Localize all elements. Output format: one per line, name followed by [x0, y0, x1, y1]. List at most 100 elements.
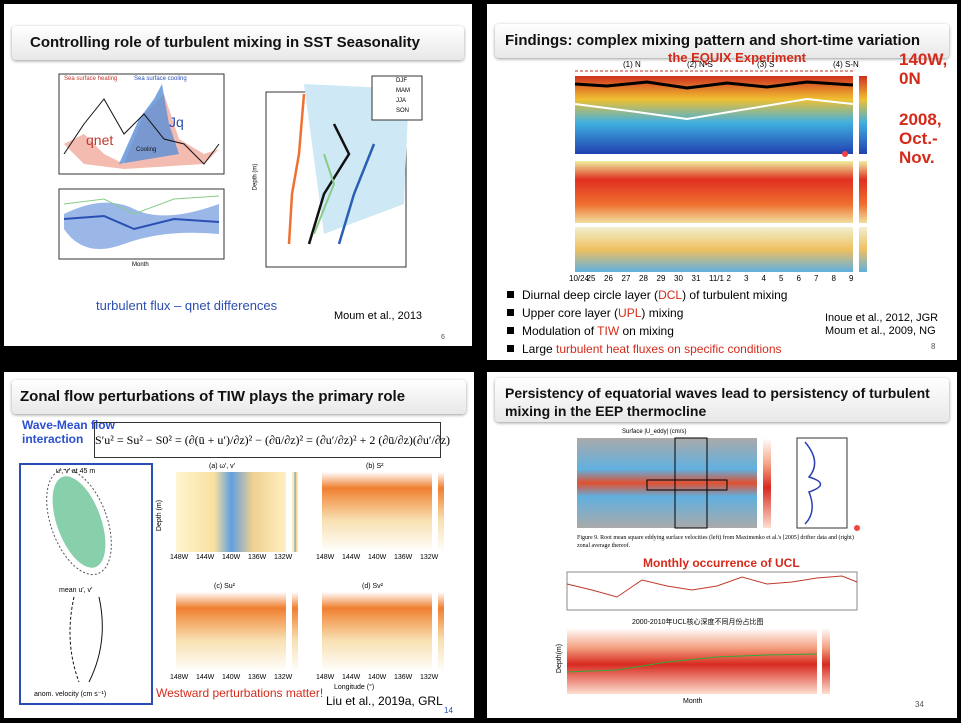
- line: [337, 143, 376, 245]
- tick-label: 11/1: [709, 274, 724, 283]
- text: on mixing: [619, 324, 674, 338]
- figure: [58, 73, 423, 268]
- legend-label: JJA: [396, 98, 407, 104]
- title-bar: [495, 24, 949, 58]
- panel: [575, 227, 853, 272]
- label: qnet: [86, 132, 114, 148]
- line: [574, 80, 854, 90]
- panel: [322, 592, 432, 672]
- panel: [176, 592, 286, 672]
- text: DCL: [658, 288, 683, 302]
- text: UPL: [618, 306, 642, 320]
- subtitle: the EQUIX Experiment: [668, 50, 806, 65]
- tick-label: 132W: [274, 554, 293, 561]
- axis-label: Depth (m): [156, 499, 164, 532]
- line: [88, 596, 103, 683]
- tick-label: 10/24: [569, 274, 590, 283]
- phase: (4) S-N: [833, 60, 859, 69]
- phase: (2) N-S: [687, 60, 713, 69]
- line: [574, 97, 854, 121]
- label: Wave-Mean flow interaction: [22, 418, 115, 446]
- citation: Moum et al., 2009, NG: [825, 325, 936, 337]
- tick-label: 148W: [316, 674, 335, 681]
- box: [646, 479, 728, 491]
- area: [64, 202, 219, 249]
- panel: [322, 472, 432, 552]
- text: Diurnal deep circle layer (: [522, 288, 659, 302]
- axis-label: anom. velocity (cm s⁻¹): [34, 691, 107, 698]
- tick-label: 3: [744, 274, 749, 283]
- line: [804, 441, 822, 525]
- tick-label: 148W: [316, 554, 335, 561]
- tick-label: 25: [586, 274, 596, 283]
- tick-label: 6: [796, 274, 801, 283]
- tick-label: 136W: [248, 554, 267, 561]
- tick-label: 8: [831, 274, 836, 283]
- axis-label: Month: [132, 262, 149, 268]
- panel-frame: [566, 571, 858, 611]
- contour-title: 2000-2010年UCL核心深度不同月份占比图: [632, 619, 764, 626]
- slide: Findings: complex mixing pattern and sho…: [487, 4, 957, 360]
- period: 2008, Oct.- Nov.: [899, 110, 942, 167]
- axis-label: Longitude (°): [334, 684, 375, 691]
- tick-label: 136W: [394, 674, 413, 681]
- page-number: 6: [441, 334, 445, 341]
- slide: Zonal flow perturbations of TIW plays th…: [4, 372, 474, 718]
- text: Large: [522, 342, 557, 356]
- map: [577, 438, 757, 528]
- bullet: Large turbulent heat fluxes on specific …: [507, 340, 787, 358]
- legend-label: SON: [396, 108, 410, 114]
- tick-label: 140W: [368, 674, 387, 681]
- tick-label: 28: [639, 274, 648, 283]
- tick-label: 132W: [420, 554, 439, 561]
- equation: S′u² = Su² − S0² = (∂(ū + u′)/∂z)² − (∂ū…: [94, 422, 450, 458]
- legend-label: MAM: [396, 88, 410, 94]
- ellipse: [46, 468, 112, 576]
- colorbar: [438, 592, 444, 672]
- map-title: Surface |U_eddy| (cm/s): [622, 429, 687, 435]
- colorbar: [822, 628, 830, 694]
- text: ) mixing: [641, 306, 684, 320]
- tick-label: 140W: [368, 554, 387, 561]
- slide-title: Controlling role of turbulent mixing in …: [30, 34, 421, 51]
- line: [566, 575, 858, 598]
- panel-title: (d) Sv²: [362, 583, 383, 590]
- pointer: [842, 151, 848, 157]
- panel-title: (a) ω′, ν′: [209, 463, 235, 470]
- colorbar: [859, 227, 867, 272]
- tick-label: 136W: [248, 674, 267, 681]
- text: TIW: [597, 324, 620, 338]
- slide: Controlling role of turbulent mixing in …: [4, 4, 472, 346]
- slide-title: Findings: complex mixing pattern and sho…: [505, 32, 921, 49]
- line: [69, 596, 80, 683]
- axis-label: Month: [683, 698, 703, 705]
- tick-label: 144W: [342, 674, 361, 681]
- colorbar: [859, 76, 867, 154]
- page-number: 14: [444, 706, 453, 715]
- frame: [19, 463, 153, 705]
- panel: [575, 161, 853, 223]
- panel-frame: [58, 73, 225, 175]
- tick-label: 132W: [420, 674, 439, 681]
- panel-title: mean u′, v′: [59, 587, 93, 594]
- caption: Figure 9. Root mean square eddying surfa…: [577, 535, 854, 549]
- box: [674, 437, 708, 529]
- tick-label: 26: [604, 274, 613, 283]
- text: Upper core layer (: [522, 306, 619, 320]
- colorbar: [292, 592, 298, 672]
- tick-label: 29: [656, 274, 666, 283]
- tick-label: 4: [761, 274, 766, 283]
- citation: Liu et al., 2019a, GRL: [326, 694, 443, 708]
- line: [63, 98, 220, 165]
- area: [119, 84, 179, 164]
- page-number: 34: [915, 700, 924, 709]
- scatter-cloud: [52, 476, 106, 568]
- figure: [19, 463, 444, 705]
- title-bar: [12, 380, 466, 414]
- pointer: [854, 525, 860, 531]
- tick-label: 140W: [222, 554, 241, 561]
- text: ) of turbulent mixing: [682, 288, 788, 302]
- legend-label: DJF: [396, 78, 407, 84]
- colorbar: [859, 161, 867, 223]
- tick-label: 9: [849, 274, 854, 283]
